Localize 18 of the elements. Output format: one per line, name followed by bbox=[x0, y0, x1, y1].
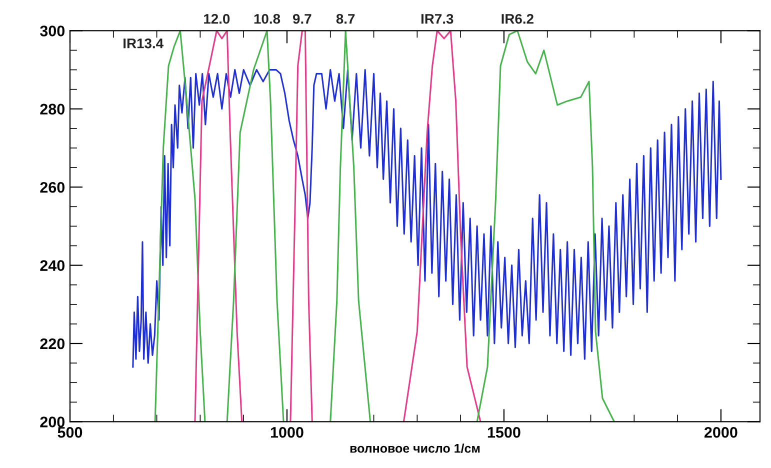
series-label: 8.7 bbox=[336, 14, 355, 24]
series-label: 12.0 bbox=[204, 14, 230, 24]
series-label: IR6.2 bbox=[502, 14, 534, 24]
x-tick-label: 2000 bbox=[704, 426, 738, 438]
y-tick-label: 200 bbox=[40, 416, 65, 428]
y-tick-label: 260 bbox=[40, 182, 65, 193]
x-axis-title: волновое число 1/см bbox=[350, 444, 480, 453]
series-label: IR13.4 bbox=[124, 38, 164, 48]
x-tick-label: 1500 bbox=[488, 426, 520, 438]
x-tick-label: 500 bbox=[58, 426, 82, 438]
y-tick-label: 240 bbox=[40, 260, 65, 271]
y-tick-label: 280 bbox=[40, 104, 65, 115]
y-tick-label: 300 bbox=[40, 26, 65, 36]
series-label: 10.8 bbox=[254, 14, 280, 24]
series-label: IR7.3 bbox=[421, 14, 454, 24]
series-label: 9.7 bbox=[293, 14, 312, 24]
y-tick-label: 220 bbox=[40, 338, 65, 350]
x-tick-label: 1000 bbox=[270, 426, 304, 438]
